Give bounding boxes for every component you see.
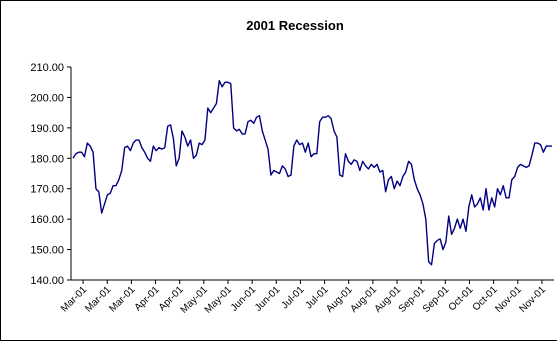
x-tick-label: May-01 bbox=[203, 284, 235, 316]
chart-title: 2001 Recession bbox=[246, 18, 344, 33]
x-tick-label: Sep-01 bbox=[421, 284, 452, 315]
y-tick-label: 200.00 bbox=[30, 92, 64, 104]
x-tick-label: Jul-01 bbox=[279, 284, 306, 311]
y-tick-label: 160.00 bbox=[30, 214, 64, 226]
y-axis: 140.00 150.00 160.00 170.00 180.00 190.00 200.… bbox=[30, 62, 72, 287]
x-tick-label: Mar-01 bbox=[107, 284, 137, 314]
series-group bbox=[72, 79, 552, 266]
x-tick-label: Oct-01 bbox=[447, 284, 476, 313]
x-tick-label: Jun-01 bbox=[229, 284, 259, 314]
y-tick-label: 210.00 bbox=[30, 62, 64, 74]
x-tick-label: Jun-01 bbox=[253, 284, 283, 314]
x-axis: Mar-01Mar-01Mar-01Apr-01Apr-01May-01May-… bbox=[59, 279, 554, 316]
y-tick-label: 180.00 bbox=[30, 153, 64, 165]
y-tick-label: 150.00 bbox=[30, 245, 64, 257]
y-tick-label: 140.00 bbox=[30, 275, 64, 287]
y-tick-label: 190.00 bbox=[30, 123, 64, 135]
x-tick-label: Mar-01 bbox=[59, 284, 89, 314]
x-tick-label: Nov-01 bbox=[517, 284, 548, 315]
series-line bbox=[72, 79, 552, 266]
x-tick-label: Mar-01 bbox=[83, 284, 113, 314]
y-tick-label: 170.00 bbox=[30, 184, 64, 196]
x-tick-label: Apr-01 bbox=[133, 284, 162, 313]
